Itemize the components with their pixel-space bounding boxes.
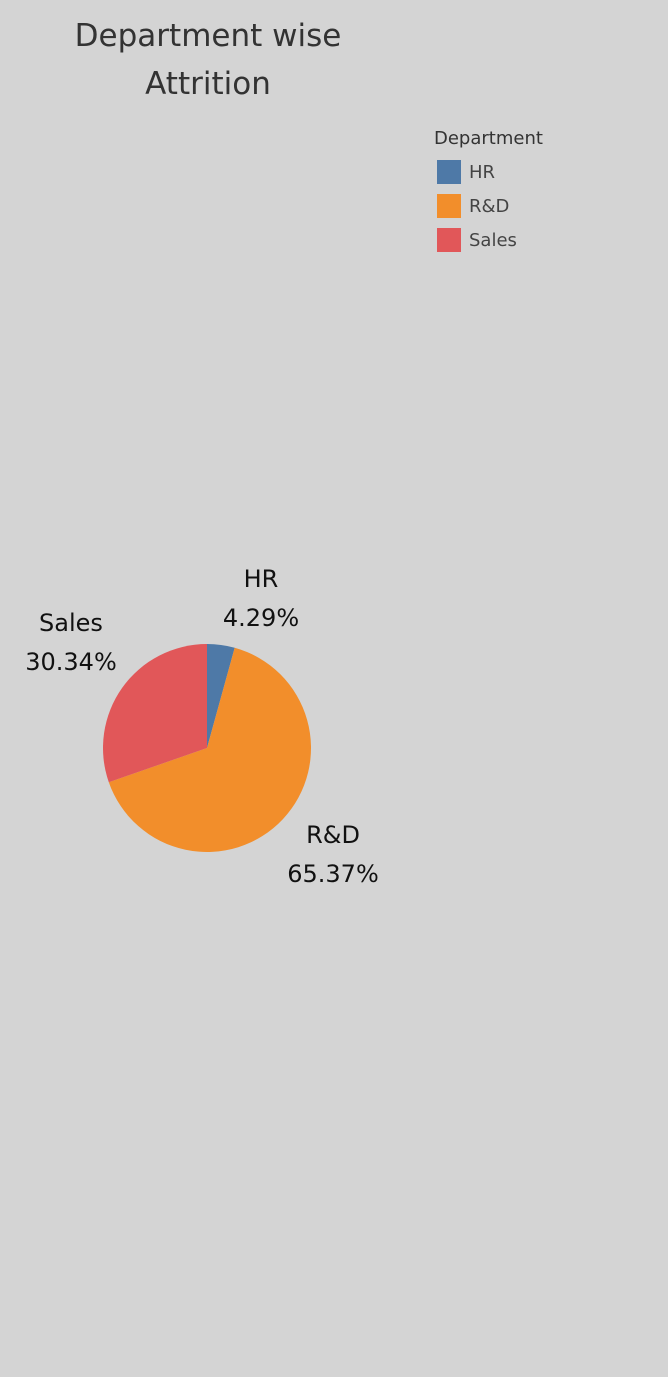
legend-label-sales: Sales: [469, 229, 517, 251]
slice-percent-r-d: 65.37%: [287, 860, 379, 888]
legend-item-sales[interactable]: Sales: [437, 223, 543, 257]
slice-percent-sales: 30.34%: [25, 648, 117, 676]
legend-item-hr[interactable]: HR: [437, 155, 543, 189]
legend-swatch-sales: [437, 228, 461, 252]
legend: Department HR R&D Sales: [434, 128, 543, 257]
slice-label-r-d: R&D: [306, 821, 360, 849]
pie-slice-sales[interactable]: [103, 644, 207, 783]
pie-slice-r-d[interactable]: [108, 647, 312, 853]
legend-item-rnd[interactable]: R&D: [437, 189, 543, 223]
chart-title-line-2: Attrition: [145, 66, 271, 102]
chart-title: Department wise Attrition: [40, 12, 376, 108]
slice-label-sales: Sales: [39, 609, 103, 637]
pie-slice-hr[interactable]: [207, 644, 235, 748]
chart-title-line-1: Department wise: [74, 18, 342, 54]
legend-swatch-rnd: [437, 194, 461, 218]
legend-label-rnd: R&D: [469, 195, 510, 217]
legend-swatch-hr: [437, 160, 461, 184]
legend-title: Department: [434, 128, 543, 149]
slice-percent-hr: 4.29%: [223, 604, 299, 632]
legend-label-hr: HR: [469, 161, 496, 183]
slice-label-hr: HR: [244, 565, 279, 593]
